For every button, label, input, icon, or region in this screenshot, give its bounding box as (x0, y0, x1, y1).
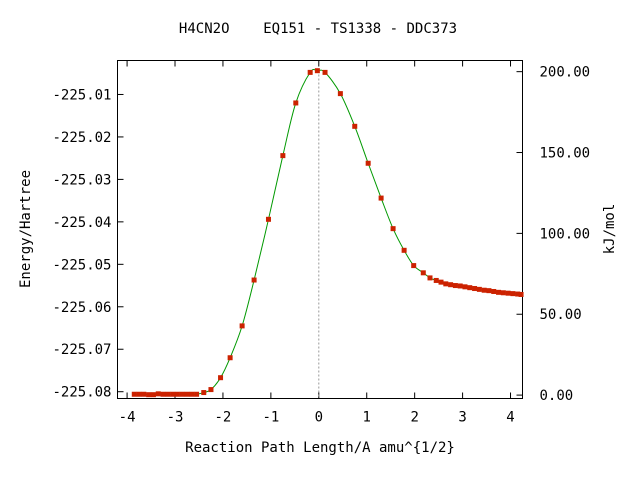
data-point (314, 68, 320, 74)
data-point (515, 291, 521, 297)
data-point (189, 391, 195, 397)
x-tick-label: 2 (410, 410, 418, 426)
data-point (239, 323, 245, 329)
data-point (352, 123, 358, 129)
data-point (510, 291, 516, 297)
data-point (280, 153, 286, 159)
data-point (136, 391, 142, 397)
y-axis-label-right: kJ/mol (602, 204, 618, 255)
data-point (337, 91, 343, 97)
data-point (505, 290, 511, 296)
data-point (141, 391, 147, 397)
data-point (265, 216, 271, 222)
data-point (293, 100, 299, 106)
x-tick-label: -4 (119, 410, 136, 426)
chart-title: H4CN2O EQ151 - TS1338 - DDC373 (179, 21, 457, 37)
y-tick-label-right: 150.00 (540, 146, 591, 162)
y-tick-label: -225.08 (52, 385, 111, 401)
x-tick-label: 1 (363, 410, 371, 426)
data-point (401, 247, 407, 253)
y-axis-label-left: Energy/Hartree (18, 170, 34, 288)
y-tick-label: -225.04 (52, 215, 111, 231)
x-tick-label: -3 (167, 410, 184, 426)
data-point (155, 391, 161, 397)
data-point (481, 287, 487, 293)
x-tick-label: 4 (506, 410, 514, 426)
data-point (201, 390, 207, 396)
data-point (160, 391, 166, 397)
data-point (165, 391, 171, 397)
data-point (194, 391, 200, 397)
data-point (427, 275, 433, 281)
data-point (448, 282, 454, 288)
y-tick-label-right: 50.00 (540, 307, 582, 323)
y-tick-label-right: 0.00 (540, 388, 574, 404)
data-point (174, 391, 180, 397)
data-point (179, 391, 185, 397)
y-axis-ticks-right: 0.00 50.00 100.00 150.00 200.00 (516, 65, 591, 404)
data-points (131, 68, 524, 398)
data-point (146, 392, 152, 398)
data-point (307, 69, 313, 75)
data-point (491, 288, 497, 294)
data-point (131, 391, 137, 397)
plot-frame (117, 60, 523, 399)
y-tick-label-right: 200.00 (540, 65, 591, 81)
data-point (438, 279, 444, 285)
data-point (365, 160, 371, 166)
data-point (518, 291, 524, 297)
y-tick-label: -225.02 (52, 130, 111, 146)
data-point (322, 69, 328, 75)
data-point (462, 284, 468, 290)
data-point (390, 226, 396, 232)
energy-curve (134, 68, 522, 396)
data-point (472, 286, 478, 292)
x-tick-label: -1 (262, 410, 279, 426)
y-tick-label: -225.03 (52, 172, 111, 188)
data-point (500, 290, 506, 296)
y-tick-label: -225.05 (52, 257, 111, 273)
data-point (208, 387, 214, 393)
data-point (433, 277, 439, 283)
data-point (486, 288, 492, 294)
data-point (227, 355, 233, 361)
y-tick-label: -225.07 (52, 342, 111, 358)
y-axis-ticks-left: -225.01 -225.02 -225.03 -225.04 -225.05 -225.… (52, 87, 124, 401)
y-tick-label: -225.01 (52, 87, 111, 103)
data-point (496, 289, 502, 295)
x-axis-ticks: -4 -3 -2 -1 0 1 2 3 4 (119, 60, 515, 426)
data-point (420, 270, 426, 276)
data-point (170, 391, 176, 397)
data-point (452, 283, 458, 289)
data-point (467, 285, 473, 291)
data-point (150, 392, 156, 398)
data-point (443, 281, 449, 287)
data-point (251, 277, 257, 283)
data-point (378, 195, 384, 201)
x-tick-label: 0 (315, 410, 323, 426)
data-point (457, 283, 463, 289)
y-tick-label-right: 100.00 (540, 226, 591, 242)
data-point (476, 286, 482, 292)
data-point (218, 375, 224, 381)
x-axis-label: Reaction Path Length/A amu^{1/2} (185, 440, 455, 456)
data-point (411, 263, 417, 269)
y-tick-label: -225.06 (52, 300, 111, 316)
x-tick-label: -2 (215, 410, 232, 426)
data-point (184, 391, 190, 397)
x-tick-label: 3 (458, 410, 466, 426)
